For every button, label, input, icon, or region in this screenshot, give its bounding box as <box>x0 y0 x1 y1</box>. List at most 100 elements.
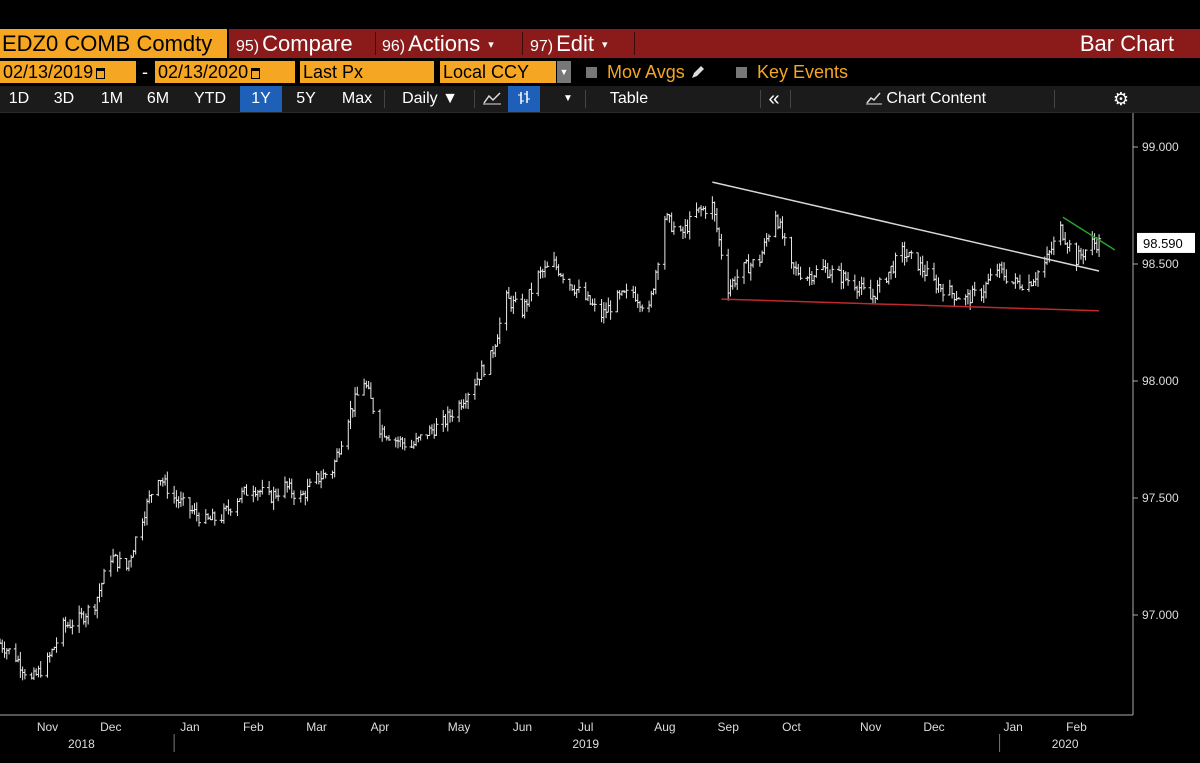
range-3d-button[interactable]: 3D <box>53 90 75 107</box>
price-bar <box>773 210 778 238</box>
range-1m-button[interactable]: 1M <box>100 90 124 107</box>
actions-menu[interactable]: 96) Actions ▾ <box>382 29 494 58</box>
price-bar <box>529 282 534 302</box>
range-1d-button[interactable]: 1D <box>8 90 30 107</box>
x-month-label: Aug <box>654 720 675 734</box>
price-bar <box>163 474 168 486</box>
price-bar <box>780 216 785 240</box>
currency-select[interactable]: Local CCY <box>440 61 556 83</box>
range-max-button[interactable]: Max <box>341 90 373 107</box>
price-bar <box>1083 249 1088 261</box>
edit-menu[interactable]: 97) Edit ▾ <box>530 29 608 58</box>
price-bar <box>744 259 749 264</box>
price-bar <box>798 266 803 281</box>
price-bar <box>782 233 787 246</box>
price-bar <box>495 334 500 347</box>
price-bar <box>764 233 769 247</box>
price-bar <box>699 205 704 217</box>
settings-gear-icon[interactable]: ⚙ <box>1112 89 1130 109</box>
price-bar <box>934 274 939 294</box>
price-bar <box>305 478 310 502</box>
price-bar <box>491 345 496 359</box>
price-bar <box>497 317 502 344</box>
price-bar <box>386 435 391 441</box>
x-month-label: Apr <box>371 720 390 734</box>
price-bar <box>1060 224 1065 241</box>
menu-divider <box>375 32 376 55</box>
start-date-value: 02/13/2019 <box>3 62 94 82</box>
security-field[interactable]: EDZ0 COMB Comdty <box>0 29 227 58</box>
compare-menu[interactable]: 95) Compare <box>236 29 353 58</box>
bar-chart-icon[interactable] <box>508 86 540 112</box>
price-bar <box>224 505 229 512</box>
currency-dropdown-icon[interactable]: ▼ <box>557 61 571 83</box>
price-bar <box>1031 279 1036 287</box>
price-bar <box>656 262 661 280</box>
mov-avgs-checkbox[interactable] <box>586 67 597 78</box>
price-bar <box>667 213 672 223</box>
x-month-label: Jan <box>180 720 199 734</box>
price-bar <box>617 290 622 300</box>
price-bar <box>1063 231 1068 245</box>
price-bar <box>857 280 862 297</box>
price-bar <box>825 262 830 279</box>
line-chart-icon[interactable] <box>478 86 506 112</box>
collapse-icon[interactable]: « <box>768 88 780 110</box>
key-events-checkbox[interactable] <box>736 67 747 78</box>
price-bar <box>398 436 403 448</box>
price-bar <box>696 207 701 213</box>
price-bar <box>1004 269 1009 284</box>
actions-label: Actions <box>408 31 481 56</box>
end-date-field[interactable]: 02/13/2020 <box>155 61 295 83</box>
chart-style-dropdown-icon[interactable]: ▼ <box>563 93 573 104</box>
range-ytd-button[interactable]: YTD <box>194 90 226 107</box>
table-button[interactable]: Table <box>609 90 649 107</box>
pencil-icon[interactable] <box>690 64 706 80</box>
price-bar <box>289 478 294 499</box>
price-bar <box>678 225 683 232</box>
price-bar <box>965 289 970 305</box>
toolbar-divider <box>384 90 385 108</box>
price-bar <box>687 211 692 240</box>
price-bar <box>981 284 986 303</box>
start-date-field[interactable]: 02/13/2019 <box>0 61 136 83</box>
calendar-icon[interactable] <box>251 67 261 79</box>
price-bar <box>219 514 224 523</box>
price-bar <box>608 300 613 320</box>
x-year-label: 2019 <box>572 737 599 751</box>
price-bar <box>604 302 609 319</box>
range-6m-button[interactable]: 6M <box>146 90 170 107</box>
periodicity-select[interactable]: Daily ▼ <box>402 90 458 107</box>
price-bar <box>70 619 75 635</box>
price-bar <box>805 276 810 282</box>
mov-avgs-text: Mov Avgs <box>607 62 685 82</box>
range-toolbar: 1D 3D 1M 6M YTD 1Y 5Y Max Daily ▼ ▼ Tabl… <box>0 86 1200 113</box>
range-1y-button[interactable]: 1Y <box>240 86 282 112</box>
range-5y-button[interactable]: 5Y <box>296 90 316 107</box>
price-bar <box>999 261 1004 274</box>
price-bar <box>276 488 281 502</box>
price-bar <box>902 241 907 266</box>
key-events-label[interactable]: Key Events <box>757 62 849 82</box>
price-bar <box>1020 284 1025 291</box>
x-month-label: Feb <box>243 720 264 734</box>
price-bar <box>988 268 993 281</box>
price-chart[interactable]: 97.000 97.500 98.000 98.500 99.000 98.590 Nov… <box>0 113 1200 763</box>
price-bar <box>561 273 566 284</box>
price-field-select[interactable]: Last Px <box>300 61 434 83</box>
calendar-icon[interactable] <box>96 67 106 79</box>
actions-number: 96) <box>382 38 406 55</box>
mov-avgs-label[interactable]: Mov Avgs <box>607 61 706 83</box>
price-bar <box>7 648 12 655</box>
y-tick-label: 97.500 <box>1142 491 1179 505</box>
x-axis: Nov Dec Jan Feb Mar Apr May Jun Jul Aug Sep Oct Nov D… <box>0 714 1133 752</box>
price-bar <box>187 497 192 519</box>
price-bar <box>635 293 640 309</box>
chart-content-label: Chart Content <box>886 90 987 107</box>
price-bar <box>20 666 25 681</box>
price-bar <box>789 236 794 269</box>
price-bar <box>791 262 796 275</box>
chart-content-button[interactable]: Chart Content <box>852 86 1000 112</box>
price-bar <box>540 268 545 279</box>
price-bar <box>986 273 991 285</box>
